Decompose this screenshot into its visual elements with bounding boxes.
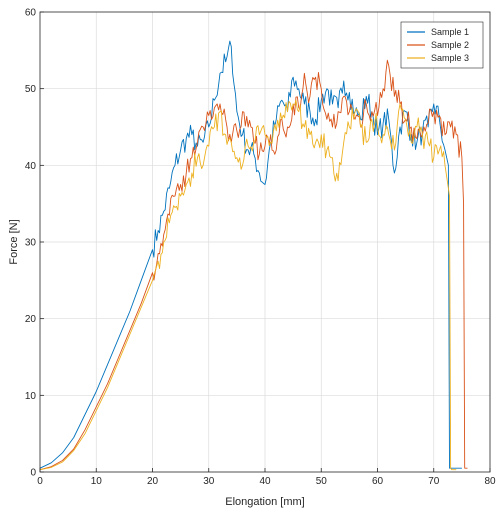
x-tick-label: 10	[91, 476, 103, 487]
y-tick-label: 10	[25, 391, 37, 402]
series-line-sample-3	[39, 99, 457, 471]
y-axis-title: Force [N]	[8, 219, 20, 264]
y-tick-label: 0	[30, 468, 36, 479]
x-tick-label: 40	[259, 476, 271, 487]
series-line-sample-2	[39, 59, 468, 471]
series-line-sample-1	[39, 40, 462, 469]
y-tick-label: 40	[25, 161, 37, 172]
legend-label: Sample 1	[431, 27, 469, 37]
y-tick-label: 60	[25, 8, 37, 19]
legend: Sample 1 Sample 2 Sample 3	[400, 21, 484, 69]
axis-ticks: 0 10 20 30 40 50 60 70 80 0 10 20 30 40 50 60	[25, 8, 496, 488]
x-tick-label: 50	[316, 476, 328, 487]
legend-label: Sample 2	[431, 40, 469, 50]
x-tick-label: 80	[484, 476, 496, 487]
x-tick-label: 30	[203, 476, 215, 487]
x-tick-label: 70	[428, 476, 440, 487]
y-tick-label: 30	[25, 238, 37, 249]
series-layer	[39, 40, 468, 471]
x-axis-title: Elongation [mm]	[225, 496, 304, 508]
y-tick-label: 20	[25, 314, 37, 325]
x-tick-label: 20	[147, 476, 159, 487]
x-tick-label: 0	[37, 476, 43, 487]
x-tick-label: 60	[372, 476, 384, 487]
grid-lines	[40, 12, 490, 472]
y-tick-label: 50	[25, 84, 37, 95]
legend-label: Sample 3	[431, 53, 469, 63]
